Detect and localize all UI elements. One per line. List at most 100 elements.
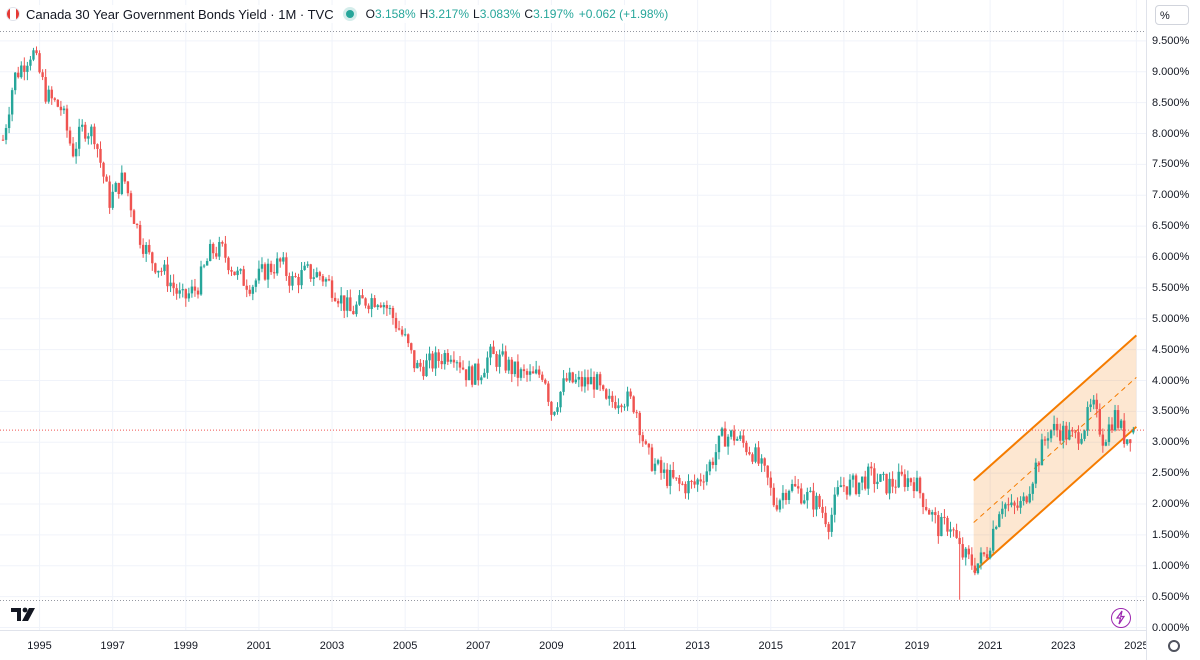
- candle-body: [489, 346, 492, 358]
- candle-body: [915, 477, 919, 492]
- candle-body: [416, 362, 419, 369]
- candle-body: [550, 401, 553, 415]
- symbol-title[interactable]: Canada 30 Year Government Bonds Yield · …: [26, 6, 334, 22]
- candle-body: [775, 505, 779, 510]
- candle-body: [1107, 424, 1111, 443]
- candle-body: [175, 288, 178, 294]
- candle-body: [672, 470, 675, 478]
- candle-body: [952, 529, 955, 531]
- candle-body: [864, 476, 867, 489]
- candle-body: [336, 301, 340, 304]
- candle-body: [251, 286, 255, 294]
- candle-body: [854, 475, 858, 494]
- candle-body: [796, 486, 800, 489]
- candle-body: [452, 359, 456, 363]
- settings-gear-icon[interactable]: [1168, 640, 1180, 652]
- candle-body: [906, 478, 910, 487]
- candle-body: [589, 376, 593, 385]
- candle-body: [538, 369, 541, 375]
- candle-body: [955, 530, 958, 538]
- time-axis[interactable]: [0, 630, 1146, 660]
- candle-body: [900, 471, 903, 475]
- candle-body: [894, 486, 897, 488]
- candle-body: [1068, 430, 1071, 440]
- candle-body: [976, 563, 980, 574]
- legend-header: Canada 30 Year Government Bonds Yield · …: [6, 5, 669, 23]
- time-tick-label: 2021: [977, 640, 1003, 652]
- price-tick-label: 9.500%: [1152, 34, 1190, 47]
- candle-body: [1119, 420, 1123, 428]
- candle-body: [1052, 423, 1056, 431]
- candle-body: [513, 361, 517, 375]
- time-tick-label: 2015: [758, 640, 783, 652]
- candle-body: [525, 371, 529, 375]
- channel-median-line[interactable]: [973, 377, 1137, 523]
- candle-body: [562, 378, 565, 392]
- candle-body: [129, 193, 133, 211]
- candle-body: [17, 72, 20, 78]
- time-tick-label: 2003: [319, 640, 345, 652]
- candle-body: [803, 500, 806, 504]
- price-chart[interactable]: [0, 0, 1146, 630]
- price-tick-label: 5.500%: [1152, 281, 1190, 294]
- price-tick-label: 3.500%: [1152, 405, 1190, 418]
- candle-body: [1049, 430, 1053, 439]
- candle-body: [108, 181, 111, 208]
- candle-body: [827, 524, 830, 532]
- candle-body: [376, 305, 379, 308]
- high-value: 3.217%: [428, 7, 470, 21]
- candle-body: [1010, 502, 1013, 506]
- candle-body: [208, 243, 212, 262]
- candle-body: [373, 298, 376, 308]
- candle-body: [361, 295, 364, 299]
- candle-body: [38, 53, 41, 73]
- candle-body: [446, 353, 450, 362]
- candle-body: [480, 377, 483, 381]
- candle-body: [333, 297, 337, 302]
- candle-body: [154, 263, 157, 273]
- unit-selector[interactable]: %: [1155, 5, 1189, 25]
- candle-body: [1001, 508, 1004, 515]
- candle-body: [678, 477, 681, 484]
- candle-body: [403, 334, 407, 336]
- candle-body: [784, 492, 788, 500]
- regression-channel[interactable]: [973, 334, 1138, 573]
- candle-body: [300, 270, 303, 286]
- candle-body: [1129, 439, 1132, 444]
- candle-body: [879, 474, 882, 482]
- candle-body: [845, 486, 849, 495]
- candle-body: [285, 257, 288, 276]
- flash-button[interactable]: [1111, 608, 1131, 628]
- candle-body: [982, 552, 986, 555]
- candle-body: [178, 290, 181, 294]
- candle-body: [717, 435, 721, 453]
- candle-body: [199, 266, 203, 295]
- candle-body: [23, 65, 26, 72]
- candle-body: [626, 391, 629, 407]
- candle-body: [882, 473, 885, 475]
- candle-body: [769, 477, 772, 488]
- candle-body: [1025, 496, 1028, 503]
- price-axis[interactable]: % 0.000% 0.500% 1.000% 1.500% 2.000% 2.500% 3.…: [1146, 0, 1200, 660]
- low-value: 3.083%: [479, 7, 521, 21]
- time-tick-label: 2007: [466, 640, 491, 652]
- candle-body: [1092, 399, 1095, 405]
- candle-body: [346, 297, 349, 311]
- time-tick-label: 2017: [831, 640, 857, 652]
- time-tick-label: 2009: [539, 640, 564, 652]
- candle-body: [547, 383, 550, 402]
- tradingview-logo-icon[interactable]: [11, 606, 39, 622]
- candle-body: [4, 128, 8, 140]
- price-tick-label: 8.000%: [1152, 127, 1190, 140]
- candle-body: [1062, 425, 1065, 441]
- candle-body: [836, 487, 839, 495]
- channel-upper-line[interactable]: [973, 334, 1138, 482]
- candle-body: [68, 130, 72, 144]
- candle-body: [461, 367, 465, 370]
- channel-lower-line[interactable]: [973, 426, 1138, 573]
- candle-body: [970, 554, 974, 566]
- candle-body: [635, 412, 638, 414]
- candle-body: [93, 126, 96, 145]
- chart-area[interactable]: Canada 30 Year Government Bonds Yield · …: [0, 0, 1149, 660]
- candle-body: [595, 374, 599, 390]
